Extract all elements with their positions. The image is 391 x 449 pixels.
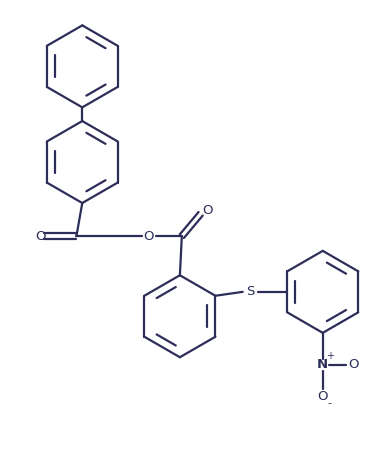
Text: O: O bbox=[348, 358, 359, 371]
Text: O: O bbox=[202, 204, 213, 217]
Text: S: S bbox=[246, 286, 255, 298]
Text: +: + bbox=[326, 351, 334, 361]
Text: O: O bbox=[35, 230, 46, 243]
Text: O: O bbox=[317, 390, 328, 403]
Text: -: - bbox=[328, 398, 332, 408]
Text: O: O bbox=[143, 230, 154, 243]
Text: N: N bbox=[317, 358, 328, 371]
